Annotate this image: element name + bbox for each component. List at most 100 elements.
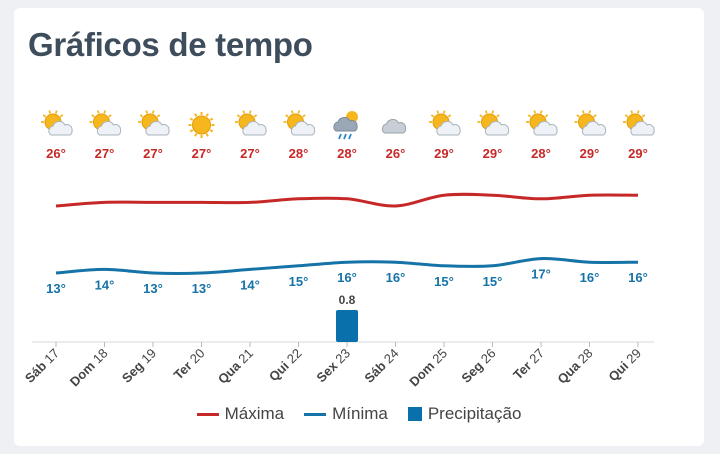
min-temp-label: 15° (289, 274, 309, 289)
min-temp-label: 15° (434, 274, 454, 289)
sun-ray (630, 110, 634, 114)
sun-ray (479, 114, 483, 118)
sun-ray (189, 117, 194, 121)
min-temp-label: 15° (483, 274, 503, 289)
cloud-shape (333, 116, 358, 132)
cloud-shape (484, 120, 510, 136)
legend-precip-label: Precipitação (427, 404, 522, 423)
min-temp-label: 16° (628, 270, 648, 285)
rain-cloud-icon (333, 111, 358, 140)
partly-sunny-icon (89, 110, 122, 136)
partly-sunny-icon (429, 110, 461, 136)
sun-ray (533, 110, 537, 114)
sun-ray (209, 129, 214, 133)
min-temp-label: 14° (240, 277, 260, 292)
rain-drop (348, 133, 352, 140)
partly-sunny-icon (235, 110, 267, 136)
sun-ray (48, 110, 52, 114)
sun-ray (484, 110, 488, 114)
max-temp-label: 28° (337, 146, 357, 161)
sun-ray (248, 110, 252, 114)
partly-sunny-icon (138, 110, 170, 136)
sun-ray (108, 114, 112, 118)
sun-ray (447, 114, 452, 118)
partly-sunny-icon (623, 110, 655, 136)
partly-sunny-icon (526, 110, 558, 136)
legend-max-swatch (196, 412, 219, 416)
sun-ray (194, 133, 198, 137)
sun-ray (96, 110, 100, 114)
sun-ray (593, 114, 597, 118)
legend-min-label: Mínima (332, 404, 388, 423)
sun-ray (103, 110, 107, 114)
sun-ray (236, 114, 241, 118)
legend-precip-swatch (407, 407, 422, 421)
x-tick-label: Seg 19 (119, 346, 159, 386)
weather-charts-card: Gráficos de tempo 26° 13° Sáb 17 27° 14° Dom … (14, 8, 704, 446)
sun-ray (544, 114, 549, 118)
sun-ray (496, 114, 500, 118)
cloud-shape (581, 120, 607, 136)
x-tick-label: Sáb 24 (361, 346, 401, 386)
min-temp-line (55, 257, 639, 275)
sun-ray (189, 129, 194, 133)
sun-ray (539, 110, 543, 114)
sun-ray (588, 110, 592, 114)
sun-ray (139, 114, 144, 118)
x-tick-label: Qui 22 (266, 346, 305, 385)
x-tick-label: Qua 28 (554, 346, 595, 387)
sun-ray (442, 110, 446, 114)
max-temp-label: 28° (531, 146, 551, 161)
sun-ray (59, 114, 64, 118)
min-temp-label: 16° (337, 270, 357, 285)
x-tick-label: Ter 27 (510, 346, 547, 383)
legend-item-min[interactable]: Mínima (304, 404, 388, 424)
x-tick-label: Qui 29 (605, 346, 644, 385)
max-temp-label: 29° (434, 146, 454, 161)
rain-drop (343, 133, 347, 140)
legend-max-label: Máxima (224, 404, 285, 423)
sun-ray (54, 110, 58, 114)
min-temp-label: 13° (46, 281, 66, 296)
rain-drop (338, 133, 342, 140)
cloud-shape (242, 120, 267, 136)
sun-ray (194, 113, 198, 117)
partly-sunny-icon (283, 110, 316, 136)
sun-ray (209, 117, 214, 121)
sun-ray (156, 114, 161, 118)
min-temp-label: 16° (580, 270, 600, 285)
partly-sunny-icon (41, 110, 73, 136)
precip-bar (336, 310, 358, 342)
x-tick-label: Ter 20 (171, 346, 208, 383)
sun-ray (581, 110, 585, 114)
sun-ray (624, 114, 629, 118)
cloud-icon (381, 118, 407, 134)
cloud-shape (290, 120, 316, 136)
max-temp-label: 27° (192, 146, 212, 161)
legend-item-precip[interactable]: Precipitação (407, 404, 522, 424)
cloud-shape (96, 120, 122, 136)
min-temp-label: 17° (531, 267, 551, 282)
weather-chart: 26° 13° Sáb 17 27° 14° Dom 18 27° 13° Seg 19 27° 1… (22, 110, 655, 389)
min-temp-label: 14° (95, 277, 115, 292)
sun-ray (527, 114, 532, 118)
sun-ray (91, 114, 95, 118)
sun-ray (242, 110, 246, 114)
max-temp-label: 28° (289, 146, 309, 161)
max-temp-label: 29° (483, 146, 503, 161)
legend-item-max[interactable]: Máxima (196, 404, 285, 424)
sun-ray (636, 110, 640, 114)
max-temp-label: 29° (580, 146, 600, 161)
precip-label: 0.8 (339, 293, 356, 307)
min-temp-label: 13° (192, 281, 212, 296)
sun-ray (430, 114, 435, 118)
max-temp-label: 27° (240, 146, 260, 161)
sun-ray (42, 114, 47, 118)
chart-legend: Máxima Mínima Precipitação (14, 404, 704, 424)
partly-sunny-icon (574, 110, 607, 136)
page-title: Gráficos de tempo (28, 26, 313, 63)
partly-sunny-icon (477, 110, 510, 136)
cloud-shape (533, 120, 558, 136)
min-temp-label: 16° (386, 270, 406, 285)
cloud-shape (436, 120, 461, 136)
